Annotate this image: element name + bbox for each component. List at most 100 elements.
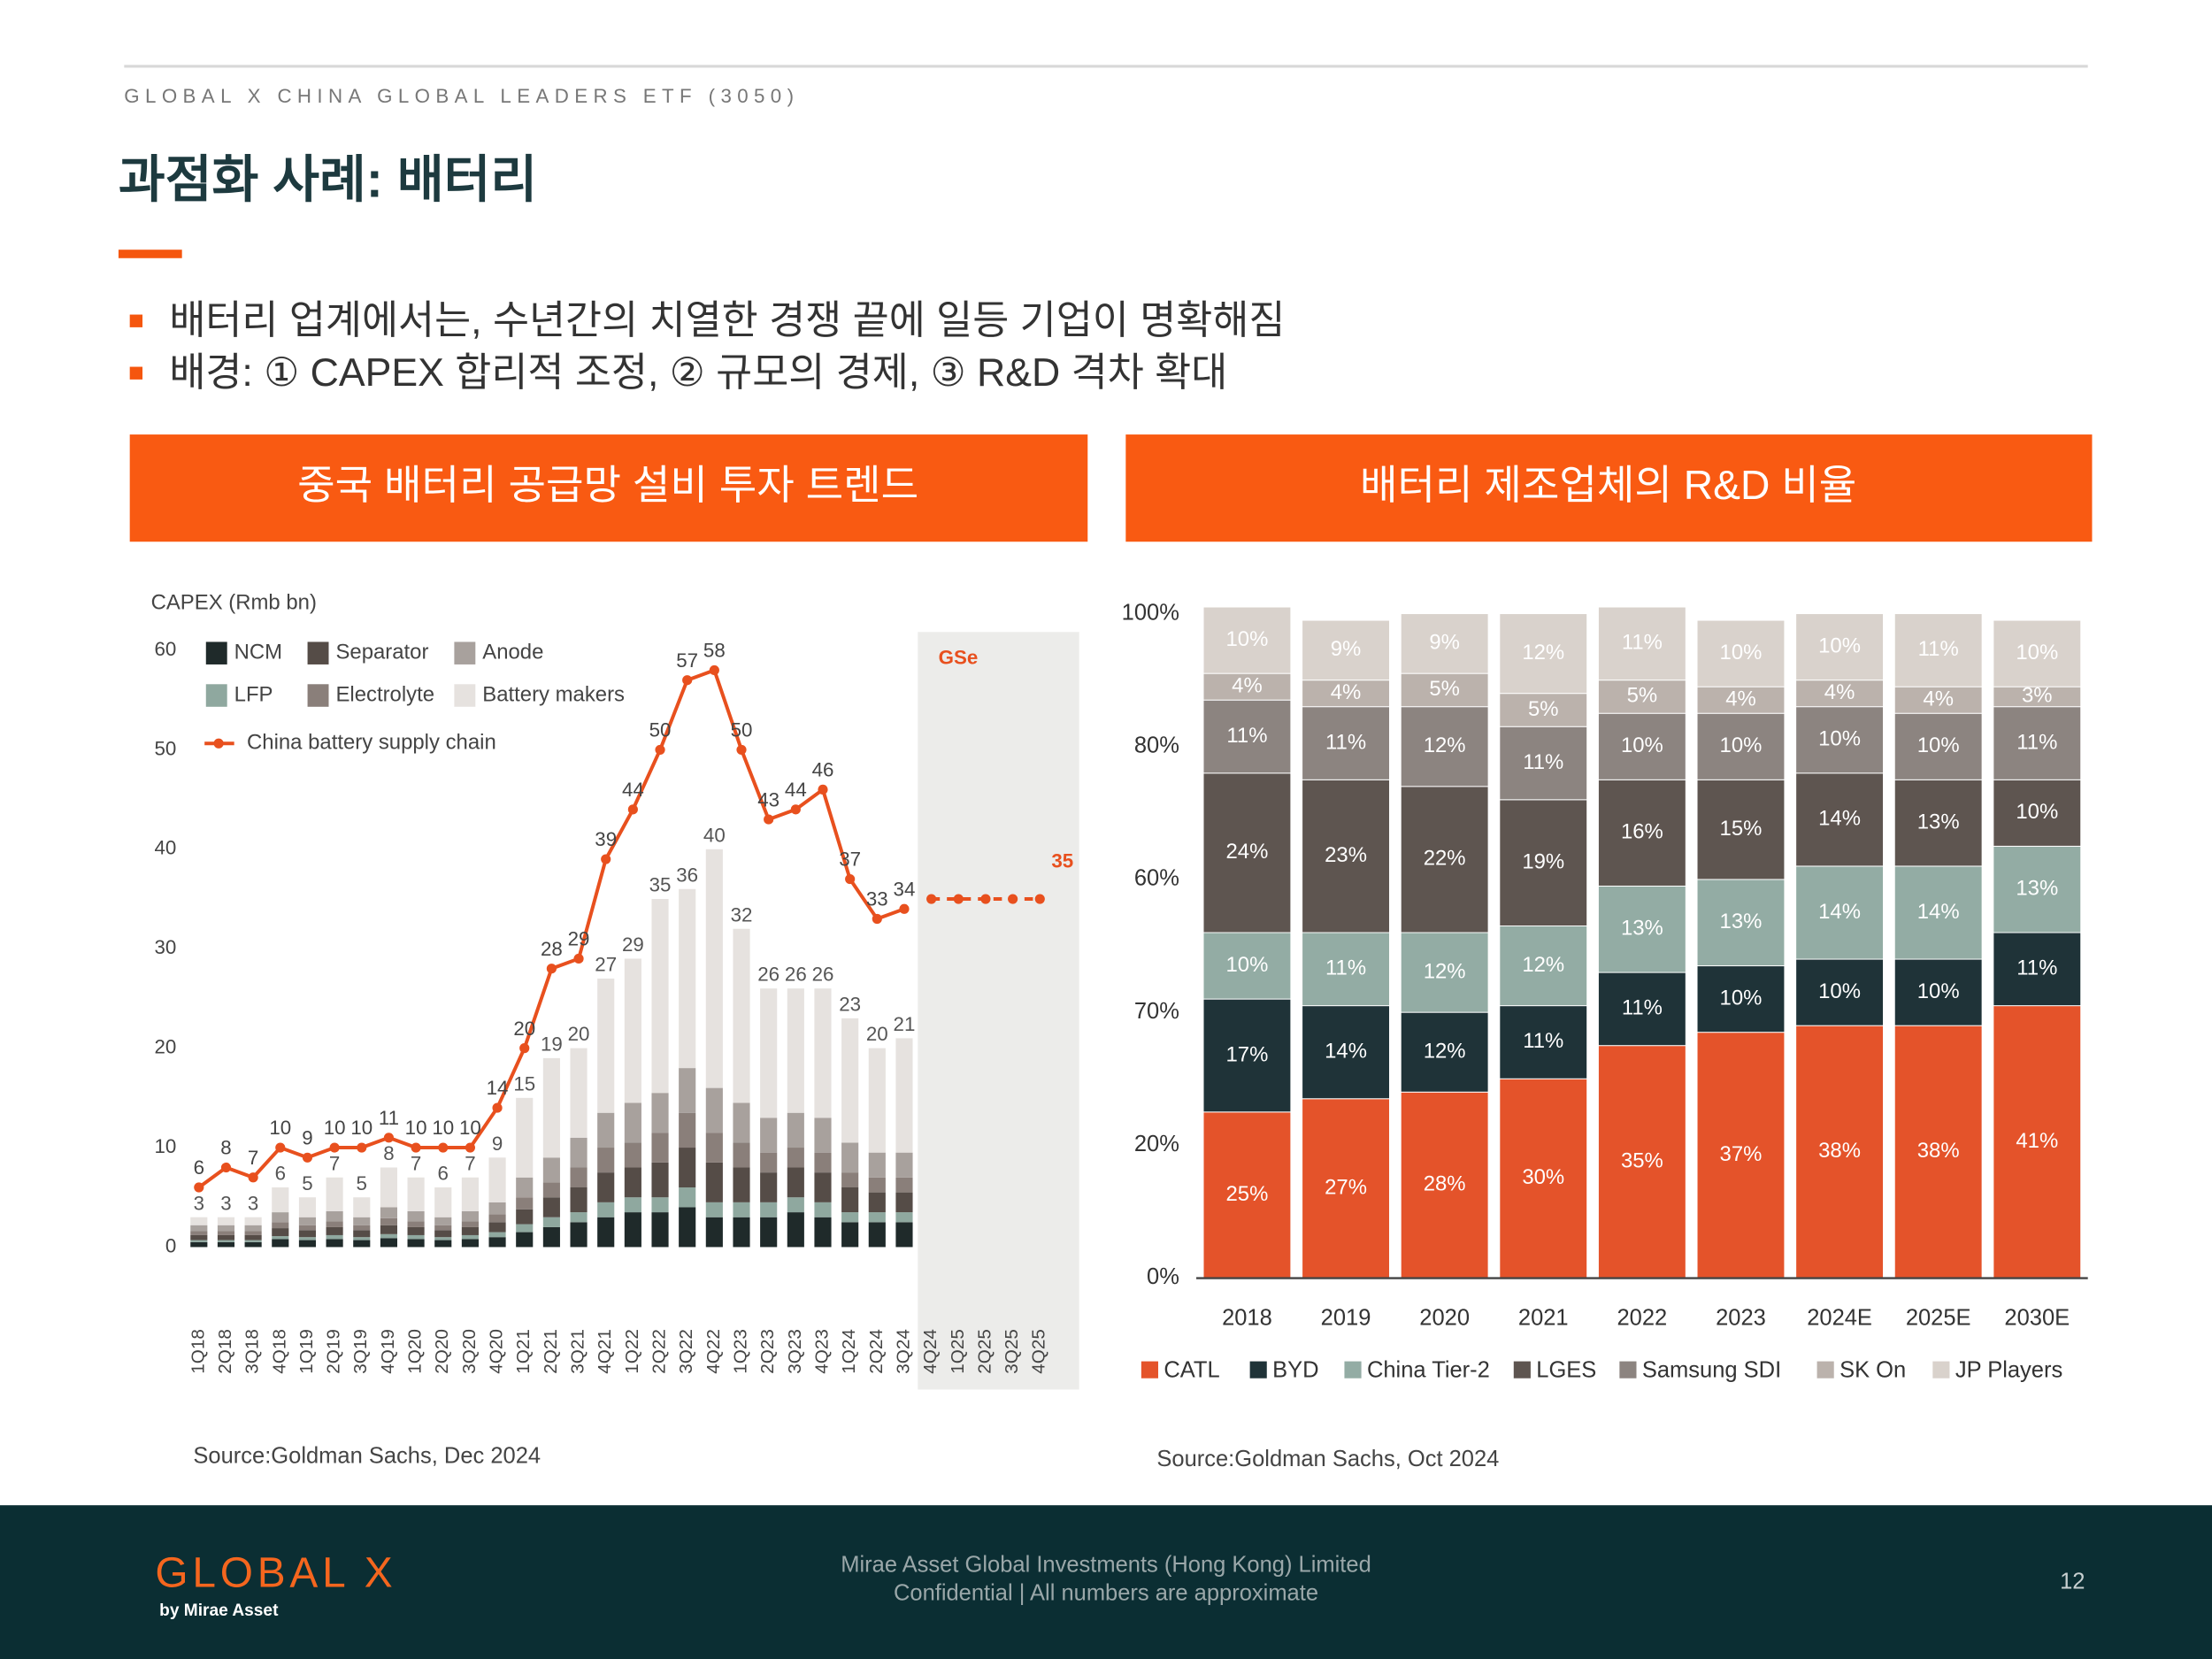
x-tick-label: 3Q19 [350, 1329, 371, 1374]
bar-segment [895, 1222, 913, 1248]
x-tick-label: 2020 [1419, 1305, 1470, 1330]
bar-segment [705, 1162, 723, 1202]
bar-segment [190, 1240, 208, 1242]
line-point [682, 675, 693, 686]
bar-segment [814, 1172, 832, 1202]
x-tick-label: 1Q24 [839, 1329, 859, 1374]
bar-segment [353, 1240, 371, 1248]
x-tick-label: 3Q22 [676, 1329, 696, 1374]
data-label: 12% [1424, 959, 1466, 983]
data-label: 12% [1424, 1040, 1466, 1064]
y-tick-label: 40 [154, 837, 176, 859]
bar-segment [380, 1233, 397, 1239]
bar-segment [1893, 779, 1983, 867]
bar-segment [1696, 779, 1786, 880]
bar-total: 26 [757, 964, 780, 986]
data-label: 12% [1522, 641, 1564, 664]
bar-total: 26 [785, 964, 807, 986]
line-point [601, 854, 611, 864]
bar-segment [570, 1187, 588, 1213]
panel-header [129, 434, 1088, 542]
bar-segment [651, 899, 669, 1094]
bar-segment [1499, 799, 1588, 926]
bar-segment [814, 1152, 832, 1173]
bar-segment [841, 1187, 859, 1213]
line-label: 10 [459, 1117, 481, 1139]
bar-segment [217, 1225, 235, 1232]
line-point [329, 1142, 340, 1153]
bar-segment [298, 1217, 317, 1225]
bar-segment [814, 1118, 832, 1153]
bar-segment [1993, 845, 2082, 933]
data-label: 10% [1818, 634, 1861, 657]
data-label: 10% [2016, 641, 2058, 664]
bar-segment [624, 958, 641, 1103]
data-label: 11% [1226, 724, 1267, 748]
bar-segment [1993, 706, 2082, 780]
line-point [573, 953, 584, 964]
line-label: 10 [350, 1117, 373, 1139]
line-label: 50 [731, 719, 753, 741]
x-tick-label: 1Q23 [730, 1329, 750, 1374]
bar-segment [272, 1222, 289, 1229]
bar-segment [597, 1172, 615, 1202]
bar-total: 8 [383, 1142, 394, 1164]
line-label: 43 [757, 788, 780, 810]
data-label: 27% [1325, 1175, 1367, 1199]
line-label: 14 [487, 1077, 509, 1099]
panel-title: 중국 배터리 공급망 설비 투자 트렌드 [297, 462, 918, 508]
bar-segment [705, 1202, 723, 1217]
data-label: 11% [1523, 750, 1563, 774]
x-tick-label: 4Q25 [1029, 1329, 1049, 1374]
y-tick-label: 30 [154, 936, 176, 958]
bar-segment [1302, 1005, 1390, 1100]
y-tick-label: 10 [154, 1135, 176, 1157]
x-tick-label: 2Q22 [649, 1329, 669, 1374]
x-tick-label: 1Q18 [188, 1329, 208, 1374]
bar-total: 20 [568, 1023, 590, 1045]
bar-segment [570, 1167, 588, 1187]
line-label: 46 [812, 759, 834, 781]
bar-total: 40 [703, 824, 726, 846]
legend-label: NCM [234, 641, 282, 664]
legend-swatch [307, 641, 329, 664]
bar-segment [298, 1237, 317, 1240]
data-label: 9% [1429, 631, 1460, 655]
x-tick-label: 3Q21 [568, 1329, 588, 1374]
bar-segment [1795, 613, 1884, 681]
bar-segment [1202, 672, 1292, 701]
data-label: 12% [1424, 733, 1466, 757]
x-tick-label: 2Q25 [974, 1329, 995, 1374]
bar-segment [787, 988, 804, 1113]
y-tick-label: 0 [165, 1234, 176, 1256]
legend-label: CATL [1164, 1357, 1219, 1382]
line-label: 29 [568, 928, 590, 950]
bar-segment [516, 1209, 534, 1225]
bullet: 배터리 업계에서는, 수년간의 치열한 경쟁 끝에 일등 기업이 명확해짐 [169, 299, 1285, 342]
y-axis-label: CAPEX (Rmb bn) [151, 591, 317, 615]
bar-total: 29 [622, 933, 644, 956]
data-label: 14% [1818, 900, 1861, 924]
bar-segment [461, 1177, 479, 1211]
bar-segment [244, 1240, 262, 1242]
x-tick-label: 4Q18 [269, 1329, 289, 1374]
bar-segment [272, 1236, 289, 1240]
line-point [302, 1152, 313, 1163]
bar-segment [705, 849, 723, 1088]
bar-segment [1302, 680, 1390, 708]
legend-swatch [1932, 1361, 1950, 1379]
line-point [764, 814, 774, 825]
data-label: 41% [2016, 1129, 2058, 1153]
bar-segment [461, 1210, 479, 1222]
line-label: 20 [513, 1018, 535, 1040]
bar-segment [868, 1177, 886, 1193]
legend-swatch [307, 684, 329, 707]
bar-segment [488, 1214, 506, 1223]
line-point [736, 744, 747, 755]
bar-segment [190, 1217, 208, 1225]
bar-segment [1696, 965, 1786, 1033]
bar-segment [542, 1226, 560, 1248]
x-tick-label: 2025E [1906, 1305, 1971, 1330]
bar-segment [353, 1230, 371, 1238]
